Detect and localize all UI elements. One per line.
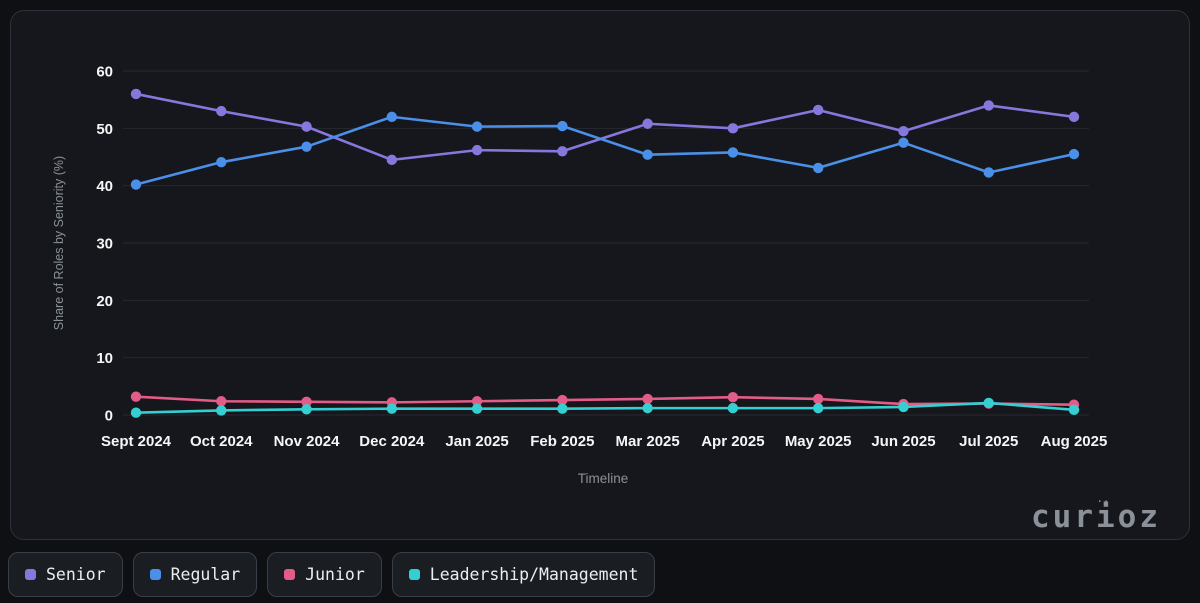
data-point-regular[interactable] bbox=[216, 156, 227, 168]
data-point-leadership-management[interactable] bbox=[130, 407, 142, 418]
data-point-senior[interactable] bbox=[471, 144, 483, 156]
series-line-junior bbox=[135, 395, 1075, 406]
line-chart: 0 10 20 30 40 50 60 Sept 2024 Oct 2024 Nov 2024 De… bbox=[52, 64, 1108, 487]
x-tick-label: Sept 2024 bbox=[101, 433, 172, 450]
data-point-leadership-management[interactable] bbox=[983, 397, 994, 409]
data-point-senior[interactable] bbox=[301, 121, 312, 132]
data-point-senior[interactable] bbox=[557, 146, 568, 157]
y-tick-label: 60 bbox=[96, 64, 113, 81]
data-point-senior[interactable] bbox=[216, 105, 227, 117]
data-point-leadership-management[interactable] bbox=[471, 403, 483, 414]
data-point-leadership-management[interactable] bbox=[386, 403, 398, 414]
data-point-senior[interactable] bbox=[130, 88, 142, 100]
data-point-leadership-management[interactable] bbox=[642, 402, 653, 414]
data-point-regular[interactable] bbox=[557, 120, 568, 132]
data-point-senior[interactable] bbox=[898, 126, 909, 137]
y-tick-label: 0 bbox=[105, 408, 113, 425]
data-point-leadership-management[interactable] bbox=[557, 403, 568, 414]
y-tick-label: 50 bbox=[96, 121, 113, 138]
data-point-senior[interactable] bbox=[727, 123, 739, 134]
data-point-regular[interactable] bbox=[471, 121, 483, 132]
legend-label-regular: Regular bbox=[170, 565, 241, 584]
x-tick-label: Dec 2024 bbox=[359, 433, 425, 450]
data-point-junior[interactable] bbox=[216, 396, 227, 407]
x-tick-label: Nov 2024 bbox=[274, 433, 341, 450]
data-point-senior[interactable] bbox=[1068, 111, 1080, 123]
legend-label-junior: Junior bbox=[305, 565, 365, 584]
data-point-regular[interactable] bbox=[301, 141, 312, 152]
y-tick-label: 10 bbox=[96, 350, 113, 367]
data-point-regular[interactable] bbox=[812, 162, 824, 174]
series-line-leadership-management bbox=[135, 401, 1075, 415]
legend-item-senior[interactable]: Senior bbox=[8, 552, 123, 597]
y-tick-label: 30 bbox=[96, 236, 113, 253]
legend-item-junior[interactable]: Junior bbox=[267, 552, 382, 597]
data-point-junior[interactable] bbox=[301, 396, 312, 408]
brand-sparkle-icon: .. bbox=[1097, 495, 1110, 505]
data-point-leadership-management[interactable] bbox=[301, 404, 312, 415]
y-axis-title: Share of Roles by Seniority (%) bbox=[52, 156, 66, 330]
brand-logo-text: curioz bbox=[1031, 499, 1161, 535]
data-point-regular[interactable] bbox=[898, 137, 909, 148]
x-tick-label: Apr 2025 bbox=[701, 433, 764, 450]
data-point-leadership-management[interactable] bbox=[812, 402, 824, 414]
y-tick-label: 20 bbox=[96, 293, 113, 310]
legend-swatch-junior bbox=[284, 569, 296, 580]
data-point-junior[interactable] bbox=[642, 393, 653, 405]
x-tick-label: Jan 2025 bbox=[445, 433, 508, 450]
data-point-leadership-management[interactable] bbox=[898, 401, 909, 413]
data-point-senior[interactable] bbox=[983, 100, 994, 111]
legend-item-leadership[interactable]: Leadership/Management bbox=[391, 552, 656, 597]
data-point-junior[interactable] bbox=[812, 393, 824, 405]
x-tick-label: Oct 2024 bbox=[190, 433, 253, 450]
x-tick-label: Feb 2025 bbox=[530, 433, 594, 450]
data-point-regular[interactable] bbox=[130, 179, 142, 190]
x-tick-label: Jul 2025 bbox=[959, 433, 1018, 450]
data-point-junior[interactable] bbox=[471, 396, 483, 407]
legend-label-senior: Senior bbox=[46, 565, 106, 584]
chart-panel: 0 10 20 30 40 50 60 Sept 2024 Oct 2024 Nov 2024 De… bbox=[10, 10, 1190, 540]
data-point-regular[interactable] bbox=[386, 111, 398, 123]
data-point-leadership-management[interactable] bbox=[1068, 404, 1080, 416]
data-point-senior[interactable] bbox=[812, 104, 824, 116]
series-line-senior bbox=[135, 92, 1075, 162]
x-tick-label: Jun 2025 bbox=[871, 433, 935, 450]
data-point-junior[interactable] bbox=[130, 391, 142, 402]
legend-label-leadership: Leadership/Management bbox=[429, 565, 639, 584]
data-point-regular[interactable] bbox=[983, 167, 994, 178]
legend-item-regular[interactable]: Regular bbox=[132, 552, 258, 597]
x-tick-label: Mar 2025 bbox=[616, 433, 680, 450]
data-point-senior[interactable] bbox=[386, 154, 398, 166]
data-point-regular[interactable] bbox=[727, 147, 739, 158]
data-point-junior[interactable] bbox=[727, 392, 739, 403]
series-line-regular bbox=[135, 115, 1075, 186]
data-point-junior[interactable] bbox=[557, 394, 568, 406]
brand-logo: curioz .. bbox=[1031, 495, 1161, 535]
data-point-regular[interactable] bbox=[1068, 148, 1080, 160]
data-point-senior[interactable] bbox=[642, 118, 653, 129]
chart-legend: Senior Regular Junior Leadership/Managem… bbox=[8, 552, 656, 597]
x-axis-title: Timeline bbox=[578, 471, 629, 486]
legend-swatch-leadership bbox=[408, 569, 420, 580]
legend-swatch-regular bbox=[149, 569, 161, 580]
data-point-regular[interactable] bbox=[642, 149, 653, 160]
x-tick-label: May 2025 bbox=[785, 433, 852, 450]
data-point-leadership-management[interactable] bbox=[216, 405, 227, 416]
data-point-leadership-management[interactable] bbox=[727, 402, 739, 414]
y-tick-label: 40 bbox=[96, 178, 113, 195]
legend-swatch-senior bbox=[25, 569, 36, 580]
x-tick-label: Aug 2025 bbox=[1041, 433, 1108, 450]
